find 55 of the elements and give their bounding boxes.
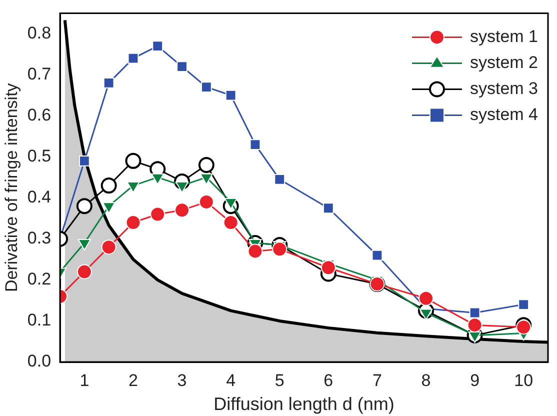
point (103, 78, 114, 88)
y-tick-label: 0.5 (27, 146, 52, 166)
point (250, 139, 261, 150)
x-tick-label: 6 (324, 370, 334, 390)
point (76, 198, 92, 214)
point (274, 174, 286, 185)
point (176, 61, 188, 72)
point (467, 318, 482, 333)
x-tick-label: 5 (274, 370, 284, 390)
point (150, 206, 166, 222)
y-tick-label: 0.8 (27, 23, 52, 42)
x-tick-label: 7 (372, 370, 382, 390)
point (125, 152, 142, 169)
point (225, 90, 236, 101)
point (200, 82, 212, 93)
y-tick-label: 0.3 (27, 228, 52, 248)
point (372, 250, 383, 261)
y-tick-label: 0.1 (27, 310, 52, 330)
point (223, 214, 238, 230)
point (322, 202, 334, 214)
point (152, 40, 164, 52)
point (469, 307, 480, 318)
point (518, 299, 530, 310)
y-tick-label: 0.6 (27, 105, 52, 124)
x-tick-label: 4 (226, 370, 236, 390)
x-axis-title: Diffusion length d (nm) (214, 394, 394, 414)
point (174, 202, 190, 218)
legend-label: system 2 (470, 52, 538, 72)
point (126, 214, 141, 230)
point (78, 155, 90, 166)
x-tick-label: 9 (470, 370, 480, 390)
point (272, 242, 288, 257)
x-tick-label: 2 (128, 370, 138, 390)
point (198, 157, 214, 174)
x-tick-label: 8 (421, 370, 431, 390)
x-tick-label: 3 (177, 370, 187, 390)
x-tick-label: 1 (80, 370, 90, 390)
x-tick-label: 10 (514, 370, 534, 390)
y-tick-label: 0.0 (27, 352, 52, 371)
legend-label: system 3 (470, 78, 538, 98)
point (128, 52, 139, 64)
point (101, 240, 116, 255)
y-tick-label: 0.2 (27, 270, 52, 289)
y-tick-label: 0.7 (27, 64, 52, 84)
y-tick-label: 0.4 (27, 188, 52, 207)
legend-label: system 4 (470, 104, 538, 124)
legend-label: system 1 (470, 26, 538, 46)
point (100, 178, 117, 194)
point (248, 244, 263, 259)
point (418, 290, 434, 306)
point (198, 194, 214, 210)
y-axis-title: Derivative of fringe intensity (2, 82, 21, 292)
point (224, 198, 238, 210)
point (320, 260, 336, 276)
point (76, 264, 92, 280)
